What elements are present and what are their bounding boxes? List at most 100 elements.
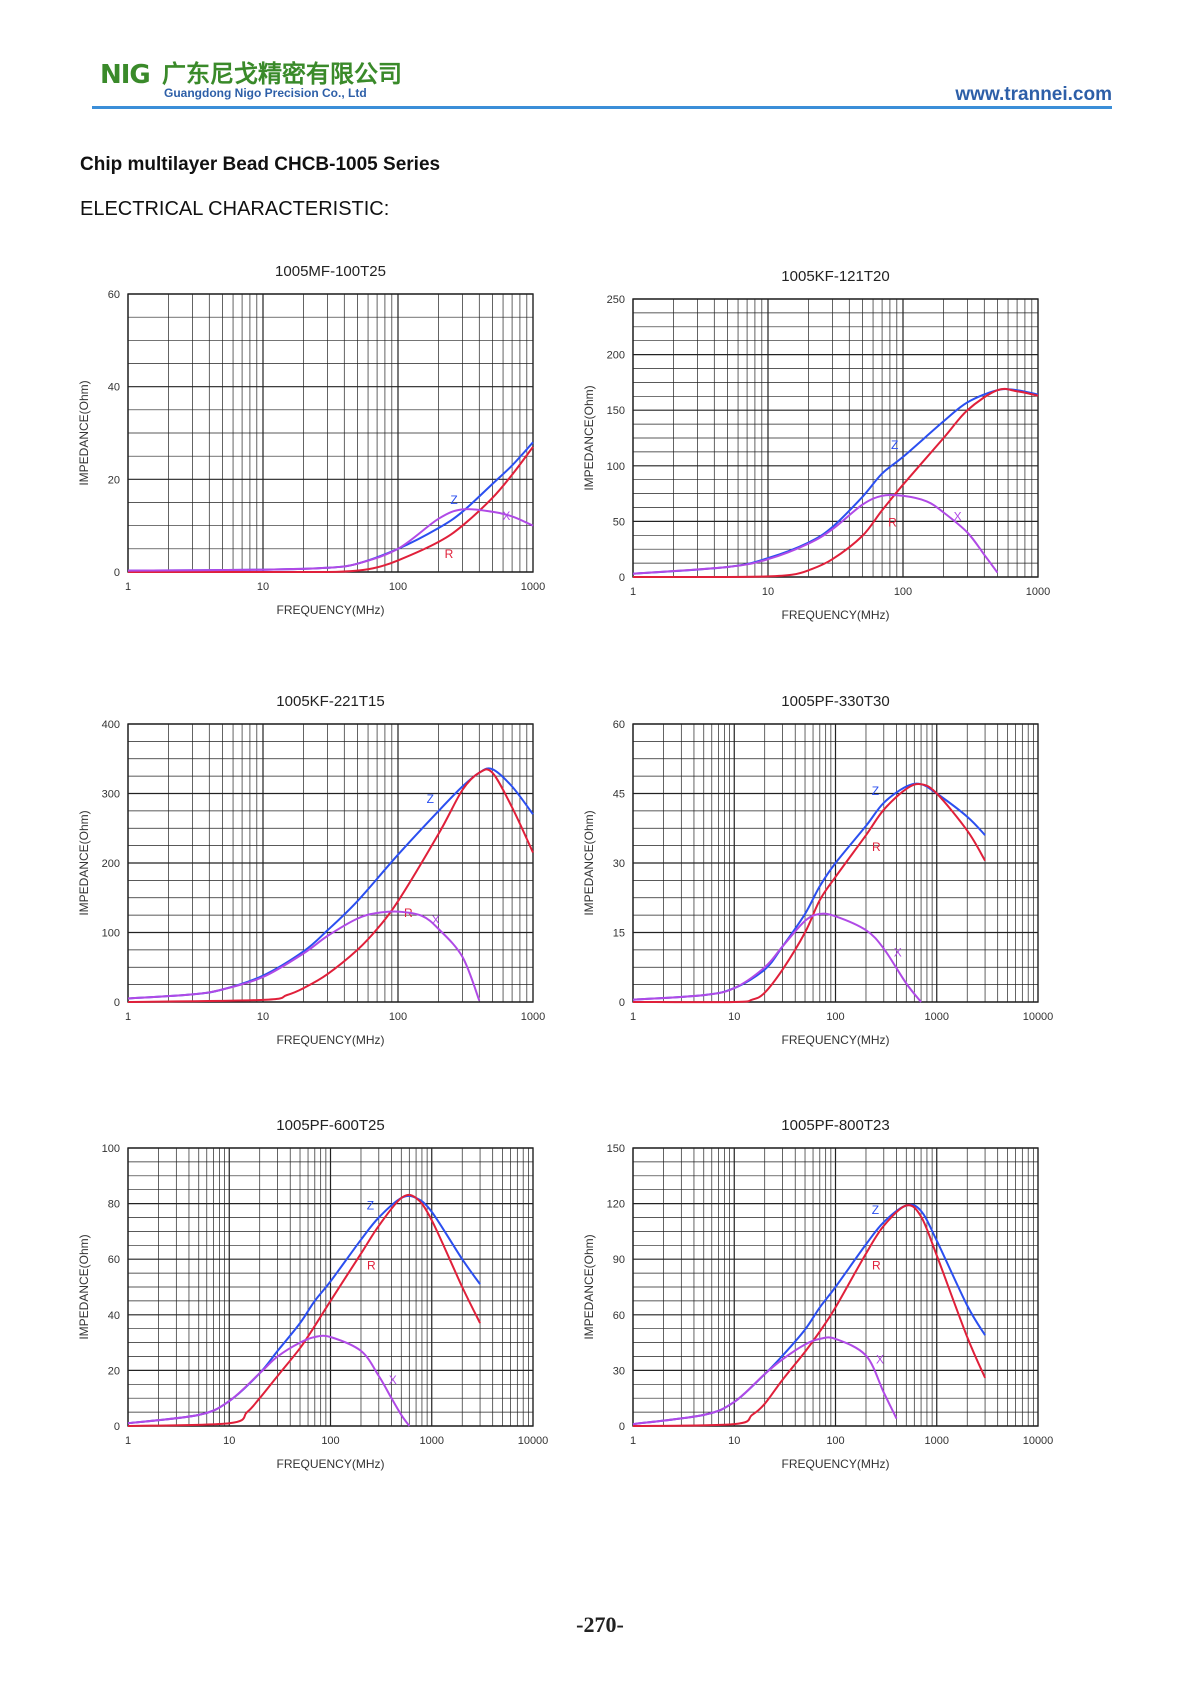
y-tick-label: 20 [108,1365,120,1377]
x-tick-label: 100 [826,1011,844,1023]
y-tick-label: 200 [607,350,625,362]
y-tick-label: 100 [102,1143,120,1155]
company-logo: NIG [100,60,151,90]
header-divider [92,106,1112,109]
series-label-z: Z [891,438,898,452]
chart-title: 1005KF-121T20 [781,268,889,285]
series-line-r [632,783,986,1004]
chart-title: 1005KF-221T15 [276,693,384,710]
series-line-r [127,1193,481,1427]
y-tick-label: 300 [102,789,120,801]
series-label-x: X [894,946,902,960]
series-label-r: R [872,1259,881,1273]
x-tick-label: 100 [894,586,912,598]
y-tick-label: 100 [102,928,120,940]
page-number: -270- [576,1612,624,1637]
y-tick-label: 20 [108,474,120,486]
chart-svg: 1005PF-800T23 1 10 100 1000 10000 0 30 60 90 120 15… [582,1117,1054,1471]
y-tick-label: 80 [108,1199,120,1211]
y-tick-label: 0 [619,1421,625,1433]
x-tick-label: 10000 [518,1435,549,1447]
y-axis-label: IMPEDANCE(Ohm) [582,385,596,490]
y-tick-label: 0 [114,567,120,579]
y-tick-label: 30 [613,1365,625,1377]
y-tick-label: 60 [108,1254,120,1266]
y-tick-label: 0 [114,997,120,1009]
chart-grid [127,293,533,573]
y-tick-label: 120 [607,1199,625,1211]
x-tick-label: 1 [125,1011,131,1023]
series-line-r [127,768,534,1003]
y-axis-label: IMPEDANCE(Ohm) [77,380,91,485]
x-tick-label: 10 [728,1011,740,1023]
x-tick-label: 100 [321,1435,339,1447]
logo-text: NIG [100,60,151,90]
y-tick-label: 60 [108,289,120,301]
series-line-x [632,1336,898,1426]
chart-1005pf-800t23: 1005PF-800T23 1 10 100 1000 10000 0 30 60 90 120 15… [575,1112,1055,1482]
series-label-r: R [367,1259,376,1273]
series-line-x [632,912,922,1003]
chart-svg: 1005KF-221T15 1 10 100 1000 0 100 200 300 400 FREQ… [77,693,545,1047]
chart-1005mf-100t25: 1005MF-100T25 1 10 100 1000 0 20 40 60 FREQUENCY(… [70,258,550,628]
chart-1005pf-600t25: 1005PF-600T25 1 10 100 1000 10000 0 20 40 60 80 100… [70,1112,550,1482]
plot-frame [632,298,1039,578]
x-tick-label: 1 [630,1011,636,1023]
series-label-r: R [872,840,881,854]
y-tick-label: 400 [102,719,120,731]
plot-frame [127,1147,534,1427]
chart-svg: 1005MF-100T25 1 10 100 1000 0 20 40 60 FREQUENCY(… [77,263,545,617]
series-label-x: X [502,509,510,523]
x-tick-label: 1000 [925,1435,949,1447]
x-tick-label: 1 [630,586,636,598]
y-tick-label: 90 [613,1254,625,1266]
chart-title: 1005MF-100T25 [275,263,386,280]
x-tick-label: 1000 [521,581,545,593]
chart-title: 1005PF-800T23 [781,1117,889,1134]
chart-svg: 1005KF-121T20 1 10 100 1000 0 50 100 150 200 250 FR… [582,268,1050,622]
series-line-x [127,1334,411,1427]
document-title: Chip multilayer Bead CHCB-1005 Series [80,154,441,175]
series-line-z [127,441,534,572]
series-line-z [127,767,534,1000]
series-line-x [632,493,999,575]
series-label-z: Z [367,1199,374,1213]
x-tick-label: 10000 [1023,1011,1054,1023]
y-tick-label: 60 [613,1310,625,1322]
y-tick-label: 0 [619,572,625,584]
x-tick-label: 1000 [1026,586,1050,598]
chart-1005pf-330t30: 1005PF-330T30 1 10 100 1000 10000 0 15 30 45 60 FRE… [575,688,1055,1058]
x-tick-label: 1 [630,1435,636,1447]
x-tick-label: 100 [826,1435,844,1447]
series-label-r: R [445,547,454,561]
series-label-x: X [954,510,962,524]
series-line-r [632,387,1039,579]
x-tick-label: 100 [389,581,407,593]
website-link[interactable]: www.trannei.com [955,84,1112,105]
series-label-z: Z [872,784,879,798]
x-tick-label: 100 [389,1011,407,1023]
y-tick-label: 150 [607,405,625,417]
y-tick-label: 30 [613,858,625,870]
chart-grid [127,1147,533,1427]
x-axis-label: FREQUENCY(MHz) [277,603,385,617]
x-tick-label: 1 [125,1435,131,1447]
chart-title: 1005PF-330T30 [781,693,889,710]
y-tick-label: 40 [108,1310,120,1322]
y-tick-label: 200 [102,858,120,870]
chart-title: 1005PF-600T25 [276,1117,384,1134]
x-tick-label: 1000 [420,1435,444,1447]
chart-1005kf-121t20: 1005KF-121T20 1 10 100 1000 0 50 100 150 200 250 FR… [575,263,1055,633]
series-label-z: Z [450,493,457,507]
x-tick-label: 10000 [1023,1435,1054,1447]
x-axis-label: FREQUENCY(MHz) [782,1457,890,1471]
x-tick-label: 1 [125,581,131,593]
y-tick-label: 100 [607,461,625,473]
y-tick-label: 0 [619,997,625,1009]
x-tick-label: 10 [762,586,774,598]
x-tick-label: 10 [257,1011,269,1023]
page-header: NIG 广东尼戈精密有限公司 Guangdong Nigo Precision … [92,52,1112,112]
y-tick-label: 150 [607,1143,625,1155]
y-tick-label: 60 [613,719,625,731]
plot-frame [127,723,534,1003]
